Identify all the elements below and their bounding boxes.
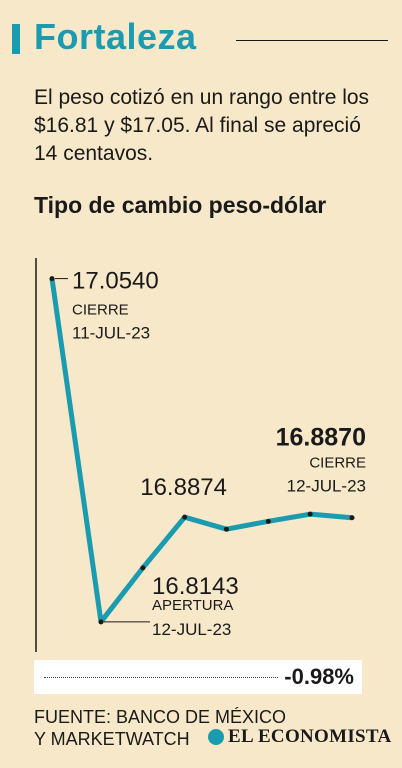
source-line-2: Y MARKETWATCH xyxy=(34,729,190,749)
change-dotted-leader xyxy=(44,677,278,678)
series-line xyxy=(49,278,353,625)
publisher-logo: EL ECONOMISTA xyxy=(208,726,392,748)
data-point xyxy=(98,619,104,625)
data-label-date: 12-JUL-23 xyxy=(287,477,366,496)
change-box: -0.98% xyxy=(34,660,362,694)
subtitle: El peso cotizó en un rango entre los $16… xyxy=(34,86,370,165)
data-point xyxy=(140,565,146,571)
data-point xyxy=(224,526,229,532)
data-label-caption: CIERRE xyxy=(309,455,366,472)
data-label-value: 16.8870 xyxy=(276,424,366,452)
data-point xyxy=(182,514,188,520)
source-note: FUENTE: BANCO DE MÉXICO Y MARKETWATCH xyxy=(34,706,286,750)
globe-icon xyxy=(208,729,224,745)
data-label-caption: APERTURA xyxy=(152,597,233,614)
logo-text: EL ECONOMISTA xyxy=(228,726,392,747)
data-label-value: 16.8874 xyxy=(140,474,227,501)
title-accent-bar xyxy=(12,24,20,54)
data-label-value: 17.0540 xyxy=(72,268,159,295)
data-label-caption: CIERRE xyxy=(72,302,129,319)
chart-title: Tipo de cambio peso-dólar xyxy=(34,192,327,218)
data-point xyxy=(265,518,271,524)
title-rule xyxy=(236,40,388,41)
data-label-date: 12-JUL-23 xyxy=(152,620,231,639)
change-value: -0.98% xyxy=(284,664,354,689)
data-label-value: 16.8143 xyxy=(152,573,239,600)
data-point xyxy=(307,511,313,517)
data-point xyxy=(49,276,55,282)
data-point xyxy=(349,515,355,521)
data-label-date: 11-JUL-23 xyxy=(72,324,150,343)
source-line-1: FUENTE: BANCO DE MÉXICO xyxy=(34,707,287,727)
page-title: Fortaleza xyxy=(34,16,197,57)
